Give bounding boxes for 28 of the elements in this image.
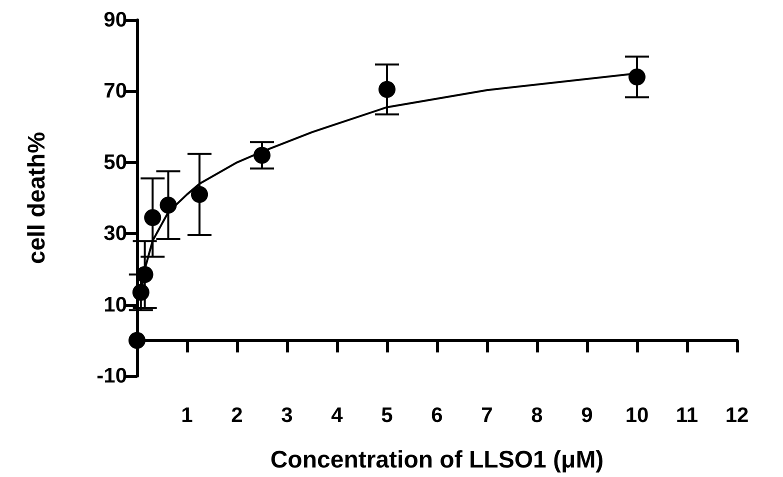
x-tick-label: 2 (231, 404, 243, 427)
point (128, 332, 146, 349)
y-tick-label: 70 (104, 80, 127, 103)
point (378, 80, 396, 98)
point (191, 186, 208, 203)
point (144, 209, 162, 226)
x-tick-label: 7 (481, 404, 493, 427)
x-tick-label: 6 (431, 404, 443, 427)
x-tick-label: 9 (581, 404, 593, 427)
y-tick-label: 10 (104, 293, 127, 316)
x-tick-label: 8 (531, 404, 544, 427)
y-axis-title: cell death% (24, 132, 50, 264)
point (132, 284, 150, 301)
point (254, 146, 270, 164)
x-tick-label: 10 (625, 404, 649, 427)
point (160, 196, 177, 214)
x-tick-label: 4 (331, 404, 344, 427)
x-axis-title: Concentration of LLSO1 (μM) (270, 446, 604, 474)
y-tick-label: 50 (104, 150, 127, 174)
x-tick-label: 12 (725, 404, 749, 427)
point (628, 68, 646, 86)
x-tick-label: 3 (281, 404, 293, 427)
x-tick-label: 1 (181, 404, 194, 427)
y-tick-label: -10 (96, 364, 127, 388)
x-tick-label: 11 (676, 404, 698, 427)
y-tick-label: 30 (104, 222, 127, 246)
y-tick-label: 90 (104, 8, 127, 32)
x-tick-label: 5 (381, 404, 394, 427)
